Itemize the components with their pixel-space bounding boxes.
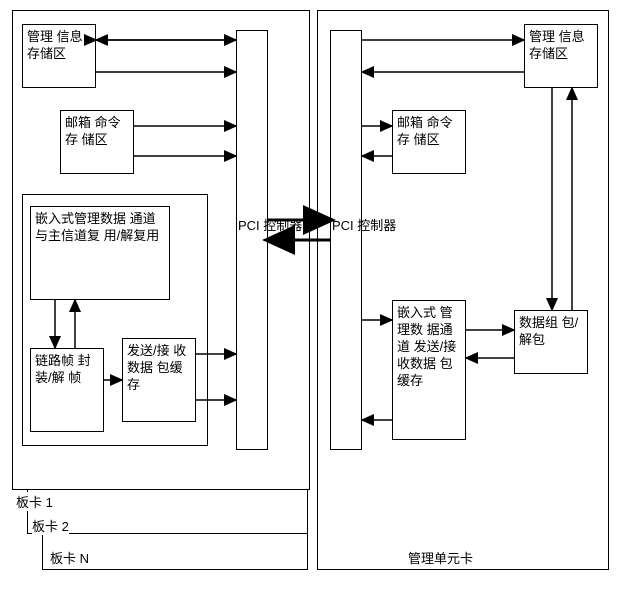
text: 管理单元卡 bbox=[408, 551, 473, 566]
text: 板卡 2 bbox=[32, 519, 69, 534]
box-right-mailbox: 邮箱 命令存 储区 bbox=[392, 110, 466, 174]
text: 板卡 1 bbox=[16, 495, 53, 510]
text: 邮箱 命令存 储区 bbox=[397, 115, 461, 149]
box-right-buffer: 嵌入式 管理数 据通道 发送/接 收数据 包缓存 bbox=[392, 300, 466, 440]
label-card1: 板卡 1 bbox=[16, 492, 53, 511]
label-mgmt: 管理单元卡 bbox=[408, 548, 473, 567]
box-right-mgmt-info: 管理 信息 存储区 bbox=[524, 24, 598, 88]
box-left-frame: 链路帧 封装/解 帧 bbox=[30, 348, 104, 432]
box-left-mgmt-info: 管理 信息 存储区 bbox=[22, 24, 96, 88]
diagram-canvas: 管理 信息 存储区 邮箱 命令存 储区 嵌入式管理数据 通道与主信道复 用/解复… bbox=[0, 0, 618, 595]
box-right-pack: 数据组 包/解包 bbox=[514, 310, 588, 374]
text: PCI 控制器 bbox=[238, 218, 302, 233]
text: 发送/接 收数据 包缓存 bbox=[127, 343, 191, 394]
text: 嵌入式 管理数 据通道 发送/接 收数据 包缓存 bbox=[397, 305, 461, 389]
box-left-mux: 嵌入式管理数据 通道与主信道复 用/解复用 bbox=[30, 206, 170, 300]
text: 数据组 包/解包 bbox=[519, 315, 583, 349]
text: 板卡 N bbox=[50, 551, 89, 566]
text: 管理 信息 存储区 bbox=[529, 29, 593, 63]
label-cardN: 板卡 N bbox=[50, 548, 89, 567]
label-card2: 板卡 2 bbox=[32, 516, 69, 535]
label-right-pci: PCI 控制器 bbox=[332, 218, 396, 234]
text: 链路帧 封装/解 帧 bbox=[35, 353, 99, 387]
box-left-buffer: 发送/接 收数据 包缓存 bbox=[122, 338, 196, 422]
box-left-pci bbox=[236, 30, 268, 450]
label-left-pci: PCI 控制器 bbox=[238, 218, 302, 234]
text: 嵌入式管理数据 通道与主信道复 用/解复用 bbox=[35, 211, 165, 245]
text: 管理 信息 存储区 bbox=[27, 29, 91, 63]
box-left-mailbox: 邮箱 命令存 储区 bbox=[60, 110, 134, 174]
box-right-pci bbox=[330, 30, 362, 450]
text: 邮箱 命令存 储区 bbox=[65, 115, 129, 149]
text: PCI 控制器 bbox=[332, 218, 396, 233]
